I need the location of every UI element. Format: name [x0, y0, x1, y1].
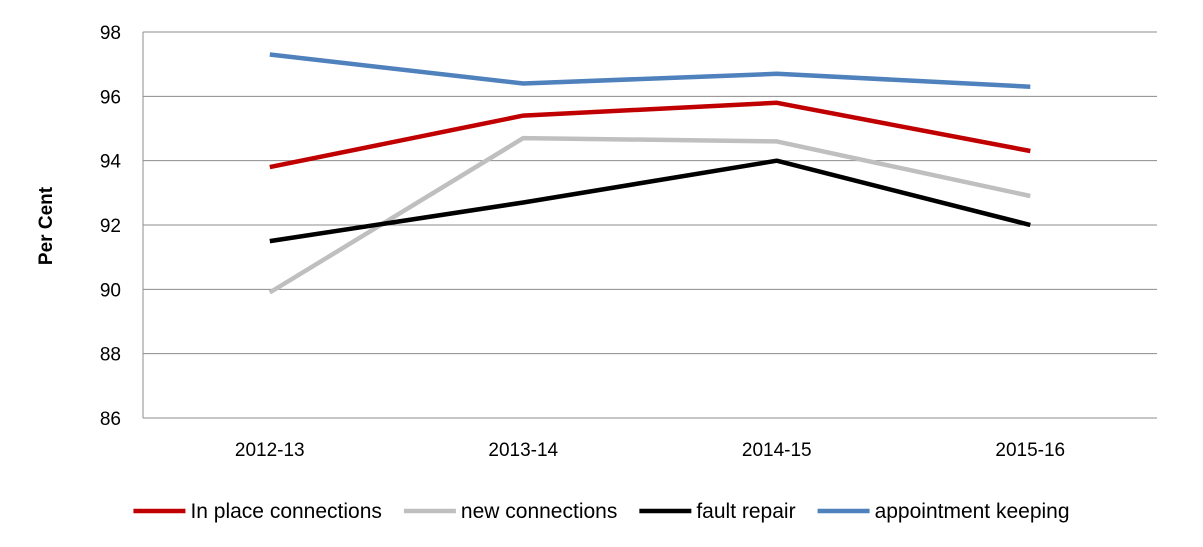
x-axis-ticks: 2012-13 2013-14 2014-15 2015-16 — [235, 440, 1065, 461]
legend: In place connections new connections fault… — [133, 500, 1070, 523]
x-tick-label: 2013-14 — [488, 440, 558, 461]
y-axis-ticks: 86 88 90 92 94 96 98 — [100, 23, 122, 430]
series-line-fault-repair — [269, 158, 1031, 244]
x-tick-label: 2015-16 — [995, 440, 1065, 461]
y-tick-label: 92 — [100, 216, 121, 237]
legend-label: fault repair — [696, 500, 795, 523]
legend-label: appointment keeping — [875, 500, 1070, 523]
legend-label: new connections — [461, 500, 617, 523]
series-line-appointment-keeping — [269, 52, 1031, 89]
y-tick-label: 86 — [100, 409, 121, 430]
y-tick-label: 94 — [100, 152, 122, 173]
y-tick-label: 98 — [100, 23, 121, 44]
series-line-new-connections — [268, 135, 1031, 295]
gridlines — [143, 31, 1157, 419]
series-line-in-place-connections — [269, 100, 1031, 170]
x-tick-label: 2014-15 — [742, 440, 812, 461]
legend-label: In place connections — [190, 500, 381, 523]
x-tick-label: 2012-13 — [235, 440, 305, 461]
y-tick-label: 96 — [100, 87, 121, 108]
y-axis-title: Per Cent — [36, 186, 57, 265]
y-tick-label: 88 — [100, 345, 121, 366]
y-tick-label: 90 — [100, 280, 121, 301]
series-lines — [268, 52, 1031, 295]
